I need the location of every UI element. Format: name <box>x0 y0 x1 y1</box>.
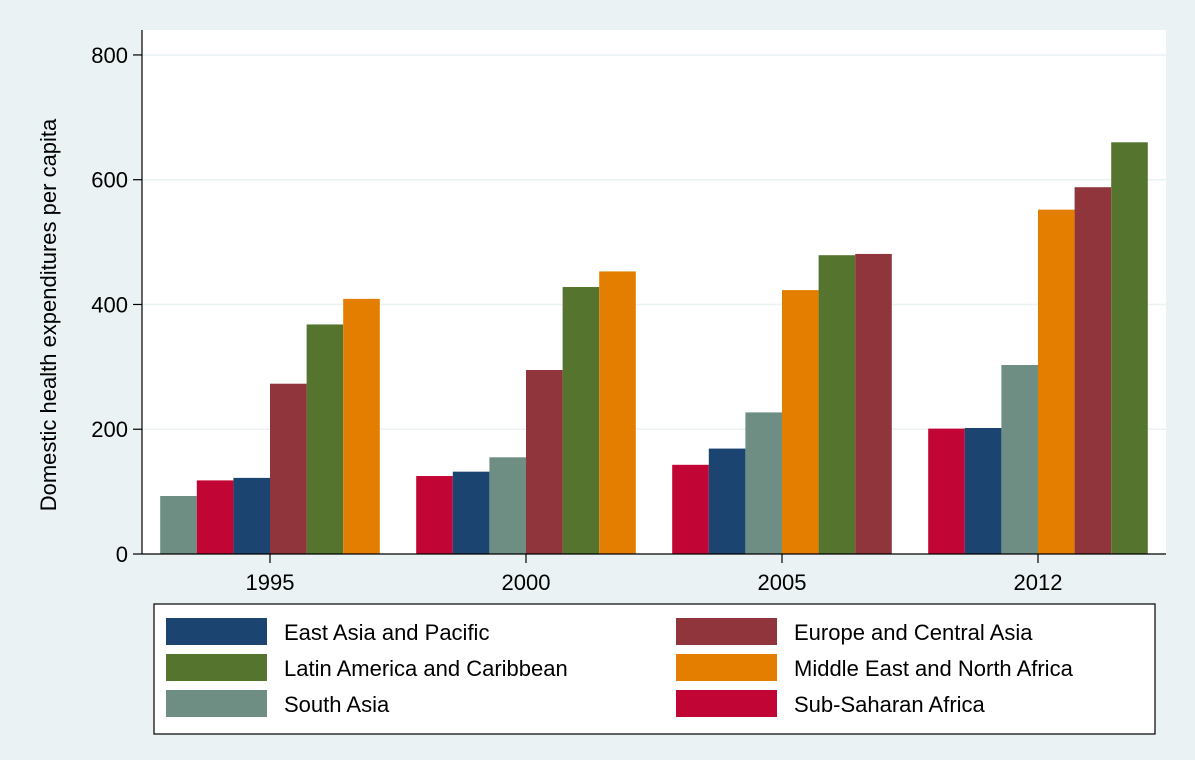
bars <box>160 142 1148 555</box>
x-tick-label: 2000 <box>502 570 551 595</box>
legend-swatch <box>166 654 267 681</box>
y-tick-label: 400 <box>91 292 128 317</box>
bar-2000-middle-east-and-north-africa <box>599 271 636 554</box>
axes <box>141 30 1166 555</box>
y-tick-label: 600 <box>91 168 128 193</box>
bar-1995-middle-east-and-north-africa <box>343 298 380 554</box>
y-tick-label: 800 <box>91 43 128 68</box>
bar-2005-sub-saharan-africa <box>672 464 709 554</box>
legend-swatch <box>676 618 777 645</box>
bar-2005-south-asia <box>745 412 782 554</box>
bar-1995-latin-america-and-caribbean <box>306 324 344 554</box>
bar-2012-sub-saharan-africa <box>928 428 965 554</box>
bar-2012-middle-east-and-north-africa <box>1038 209 1075 554</box>
x-tick-label: 2012 <box>1014 570 1063 595</box>
bar-2012-east-asia-and-pacific <box>964 427 1002 554</box>
y-tick-label: 0 <box>116 542 128 567</box>
bar-1995-south-asia <box>160 495 197 554</box>
bar-2000-south-asia <box>489 457 526 554</box>
bar-2005-europe-and-central-asia <box>855 253 892 554</box>
legend-box <box>153 603 1156 735</box>
bar-2005-east-asia-and-pacific <box>708 448 746 554</box>
legend-swatch <box>166 690 267 717</box>
x-axis-ticks: 1995 2000 2005 2012 <box>246 554 1063 595</box>
bar-2000-latin-america-and-caribbean <box>562 287 600 554</box>
bar-2000-sub-saharan-africa <box>416 476 453 554</box>
plot-area: 0 200 400 600 800 1995 2000 2005 2012 <box>91 30 1166 595</box>
legend-items: East Asia and Pacific Europe and Central … <box>166 618 1074 717</box>
bar-1995-sub-saharan-africa <box>196 480 234 554</box>
bar-2012-south-asia <box>1001 364 1038 554</box>
y-axis-ticks: 0 200 400 600 800 <box>91 43 142 567</box>
legend-swatch <box>676 690 777 717</box>
legend-label: East Asia and Pacific <box>284 620 489 645</box>
y-tick-label: 200 <box>91 417 128 442</box>
x-tick-label: 1995 <box>246 570 295 595</box>
legend-label: Latin America and Caribbean <box>284 656 568 681</box>
x-tick-label: 2005 <box>758 570 807 595</box>
legend-swatch <box>166 618 267 645</box>
legend-swatch <box>676 654 777 681</box>
bar-2012-latin-america-and-caribbean <box>1111 142 1148 555</box>
legend-label: Europe and Central Asia <box>794 620 1033 645</box>
legend-label: South Asia <box>284 692 390 717</box>
bar-1995-europe-and-central-asia <box>270 383 307 554</box>
bar-1995-east-asia-and-pacific <box>233 477 270 554</box>
bar-2012-europe-and-central-asia <box>1074 187 1112 554</box>
bar-2005-latin-america-and-caribbean <box>818 255 856 554</box>
y-axis-label: Domestic health expenditures per capita <box>36 118 61 511</box>
bar-2005-middle-east-and-north-africa <box>782 290 819 554</box>
legend-label: Middle East and North Africa <box>794 656 1074 681</box>
bar-2000-europe-and-central-asia <box>526 369 563 554</box>
legend-label: Sub-Saharan Africa <box>794 692 986 717</box>
bar-2000-east-asia-and-pacific <box>452 471 490 554</box>
legend: East Asia and Pacific Europe and Central … <box>153 603 1156 735</box>
